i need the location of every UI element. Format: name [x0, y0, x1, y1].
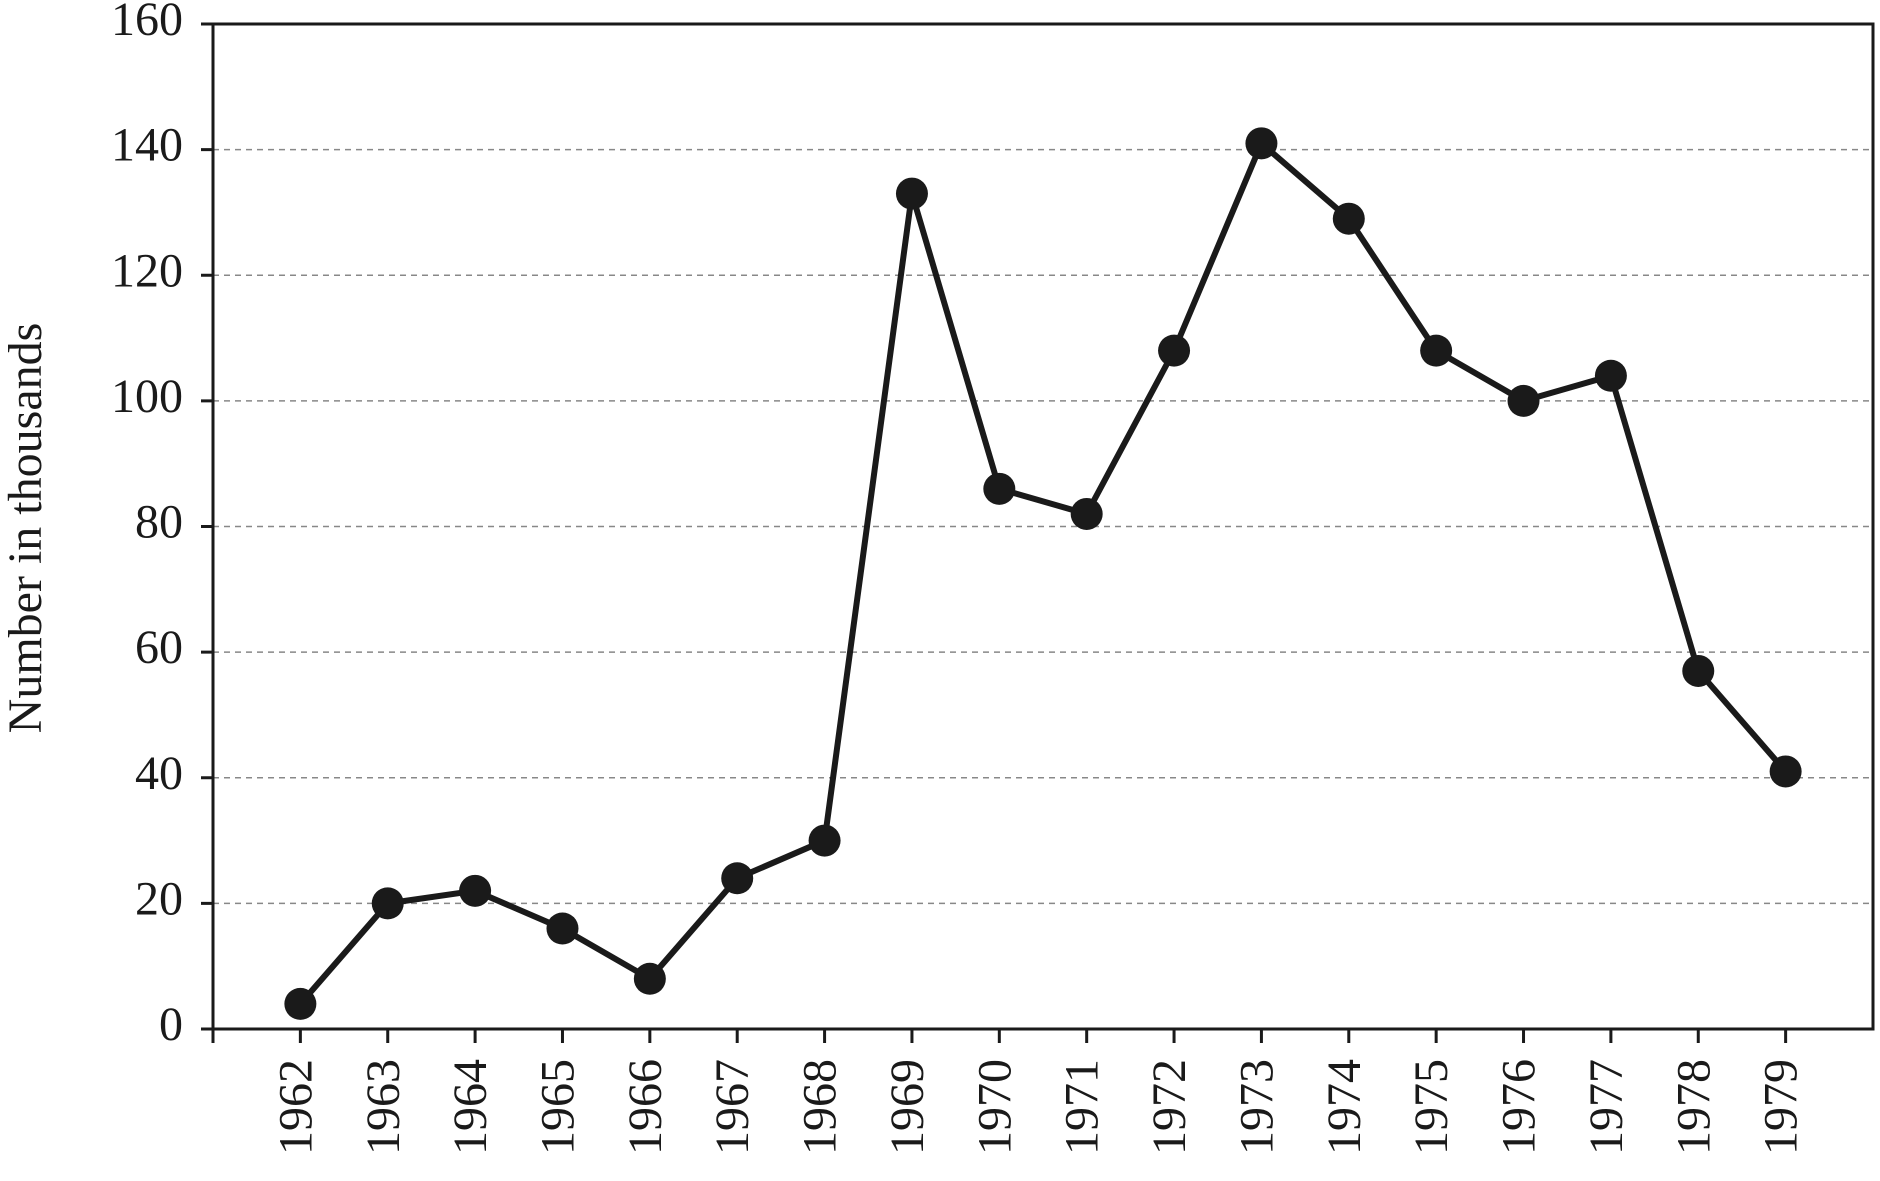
marker	[1682, 654, 1715, 687]
marker	[546, 912, 579, 945]
x-tick-label: 1968	[794, 1059, 847, 1155]
y-tick-label: 140	[111, 119, 183, 172]
line	[298, 140, 1788, 1006]
marker	[1070, 497, 1103, 530]
x-tick-label: 1963	[357, 1059, 410, 1155]
y-tick-label: 80	[135, 496, 183, 549]
marker	[808, 824, 841, 857]
y-tick-label: 0	[159, 998, 183, 1051]
x-tick-label: 1970	[968, 1059, 1021, 1155]
x-tick-label: 1969	[881, 1059, 934, 1155]
marker	[1507, 384, 1540, 417]
x-tick-label: 1973	[1230, 1059, 1283, 1155]
plot-frame	[211, 22, 1875, 1031]
y-tick-label: 100	[111, 370, 183, 423]
marker	[895, 177, 928, 210]
x-tick-label: 1978	[1667, 1059, 1720, 1155]
y-tick-label: 40	[135, 747, 183, 800]
x-tick-label: 1974	[1318, 1059, 1371, 1155]
marker	[1158, 334, 1191, 367]
x-tick-label: 1967	[706, 1059, 759, 1155]
x-tick-label: 1977	[1580, 1059, 1633, 1155]
y-tick-label: 120	[111, 244, 183, 297]
x-tick-label: 1979	[1755, 1059, 1808, 1155]
marker	[633, 962, 666, 995]
x-tick-label: 1971	[1056, 1059, 1109, 1155]
marker	[1594, 359, 1627, 392]
marker	[1420, 334, 1453, 367]
x-tick-label: 1972	[1143, 1059, 1196, 1155]
marker	[459, 874, 492, 907]
x-tick-label: 1976	[1493, 1059, 1546, 1155]
y-axis-label: Number in thousands	[0, 323, 52, 734]
marker	[1769, 755, 1802, 788]
marker	[371, 887, 404, 920]
marker	[284, 987, 317, 1020]
marker	[983, 472, 1016, 505]
marker	[1332, 202, 1365, 235]
marker	[721, 862, 754, 895]
marker	[1245, 127, 1278, 160]
x-tick-label: 1962	[269, 1059, 322, 1155]
y-tick-label: 20	[135, 872, 183, 925]
x-tick-label: 1966	[619, 1059, 672, 1155]
y-tick-label: 60	[135, 621, 183, 674]
x-tick-label: 1965	[531, 1059, 584, 1155]
x-tick-label: 1964	[444, 1059, 497, 1155]
y-tick-label: 160	[111, 0, 183, 46]
x-tick-label: 1975	[1405, 1059, 1458, 1155]
